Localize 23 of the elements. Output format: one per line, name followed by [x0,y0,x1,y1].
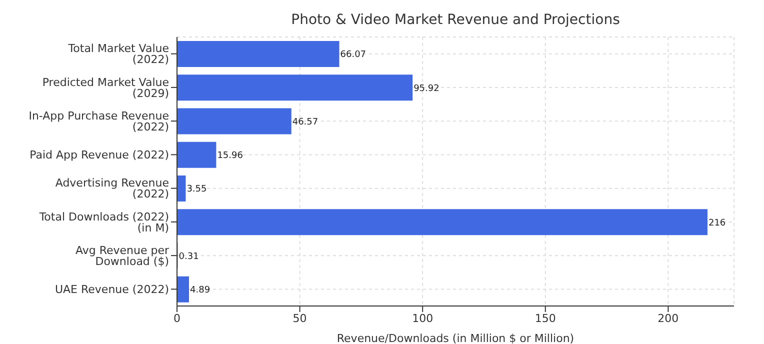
y-tick-label: Avg Revenue per Download ($) [75,244,170,268]
y-tick-label: Total Market Value (2022) [67,42,170,66]
y-tick-label: In-App Purchase Revenue (2022) [28,109,170,134]
y-tick-label: Total Downloads (2022) (in M) [38,210,169,234]
x-tick-label: 0 [174,312,180,325]
y-tick-label: Predicted Market Value (2029) [42,76,170,100]
data-label: 66.07 [340,50,366,60]
data-label: 46.57 [292,117,318,128]
data-label: 3.55 [186,184,207,195]
x-axis-title: Revenue/Downloads (in Million $ or Million) [336,332,574,344]
x-tick-label: 100 [412,312,434,325]
data-label: 216 [708,218,726,228]
x-tick-label: 50 [292,312,307,325]
x-tick-label: 150 [534,312,556,325]
data-label: 4.89 [190,286,210,296]
y-tick-label: Paid App Revenue (2022) [30,148,169,162]
data-label: 0.31 [178,252,199,262]
x-tick-label: 200 [658,312,679,325]
data-label: 95.92 [414,84,440,94]
y-tick-label: UAE Revenue (2022) [54,283,169,296]
data-label: 15.96 [217,151,244,162]
y-tick-label: Advertising Revenue (2022) [55,176,170,201]
chart-title: Photo & Video Market Revenue and Projections [290,12,621,28]
